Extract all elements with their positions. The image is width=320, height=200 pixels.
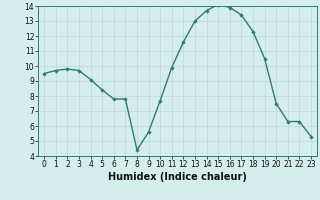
X-axis label: Humidex (Indice chaleur): Humidex (Indice chaleur) (108, 172, 247, 182)
